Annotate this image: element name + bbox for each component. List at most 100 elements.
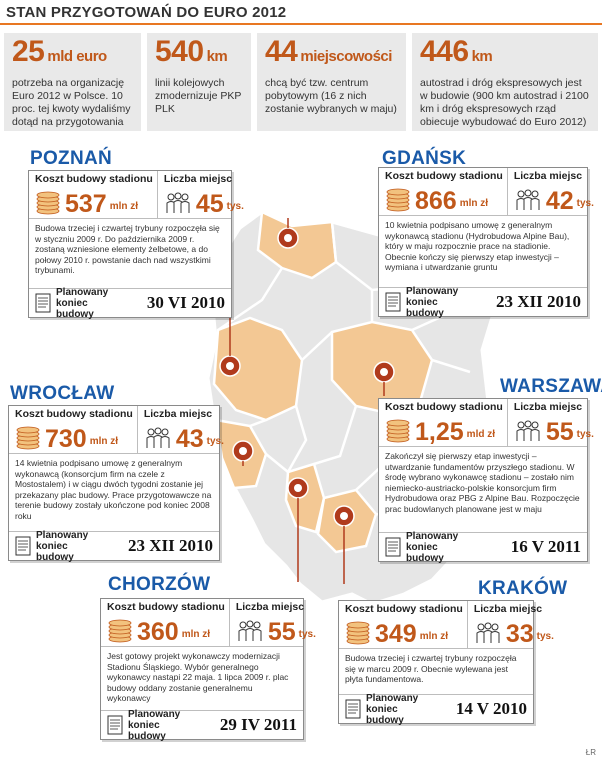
planned-date: 30 VI 2010 [146,293,225,312]
document-icon [15,536,31,556]
planned-date: 14 V 2010 [455,699,527,718]
document-icon [107,715,123,735]
planned-date: 23 XII 2010 [495,292,581,311]
cost-unit: mln zł [459,198,489,209]
card-description: Jest gotowy projekt wykonawczy moderniza… [107,651,289,703]
cost-unit: mln zł [89,436,119,447]
pin-gdansk [277,227,299,249]
stadium-card-warszawa: Koszt budowy stadionu 1,25 mld zł Liczba … [378,398,594,564]
stat-unit: mld euro [47,48,107,65]
seats-value: 42 [545,187,574,215]
stat-unit: km [471,48,493,65]
city-label-wroclaw: WROCŁAW [10,383,115,404]
seats-unit: tys. [576,429,594,440]
crowd-icon [166,192,190,213]
city-label-gdansk: GDAŃSK [382,148,467,169]
stadium-card-chorzow: Koszt budowy stadionu 360 mln zł Liczba m… [100,598,316,742]
planned-date: 16 V 2011 [510,537,581,556]
card-description: Zakończył się pierwszy etap inwestycji –… [385,451,580,514]
card-description: 10 kwietnia podpisano umowę z generalnym… [385,220,570,272]
cost-unit: mln zł [419,631,449,642]
card-description: 14 kwietnia podpisano umowę z generalnym… [15,458,212,521]
city-label-poznan: POZNAŃ [30,148,113,169]
coins-icon [36,191,60,215]
seats-value: 43 [175,425,204,453]
crowd-icon [146,427,170,448]
cost-label: Koszt budowy stadionu [385,170,503,182]
planned-date: 23 XII 2010 [127,536,213,555]
region-pomorskie [256,210,338,280]
document-icon [385,537,401,557]
stadium-card-krakow: Koszt budowy stadionu 349 mln zł Liczba m… [338,600,554,726]
stat-description: potrzeba na organizację Euro 2012 w Pols… [12,77,131,128]
coins-icon [386,419,410,443]
seats-label: Liczba miejsc [513,401,583,413]
stat-value: 25 [12,35,45,68]
seats-label: Liczba miejsc [473,603,543,615]
stat-box-roads: 446 km autostrad i dróg ekspresowych jest… [412,33,598,131]
title-rule [0,23,602,25]
city-label-chorzow: CHORZÓW [108,574,211,595]
cost-value: 537 [65,190,107,218]
crowd-icon [238,620,262,641]
cost-label: Koszt budowy stadionu [15,408,133,420]
stat-box-base-camps: 44 miejscowości chcą być tzw. centrum pob… [257,33,406,131]
seats-label: Liczba miejsc [143,408,213,420]
planned-label: Planowany koniec budowy [406,530,459,564]
seats-label: Liczba miejsc [513,170,583,182]
cost-unit: mln zł [109,201,139,212]
seats-unit: tys. [576,198,594,209]
coins-icon [346,621,370,645]
city-label-krakow: KRAKÓW [478,578,568,599]
crowd-icon [516,189,540,210]
cost-value: 1,25 [415,418,464,446]
leader-lines [229,218,385,584]
cost-label: Koszt budowy stadionu [385,401,503,413]
stat-value: 540 [155,35,204,68]
crowd-icon [476,622,500,643]
seats-unit: tys. [298,629,316,640]
pin-poznan [219,355,241,377]
seats-value: 45 [195,190,224,218]
planned-label: Planowany koniec budowy [406,285,459,319]
cost-label: Koszt budowy stadionu [35,173,153,185]
planned-label: Planowany koniec budowy [36,529,89,563]
planned-label: Planowany koniec budowy [56,286,109,320]
cost-label: Koszt budowy stadionu [107,601,225,613]
seats-value: 55 [545,418,574,446]
planned-date: 29 IV 2011 [219,715,297,734]
pin-krakow [333,505,355,527]
cost-label: Koszt budowy stadionu [345,603,463,615]
planned-label: Planowany koniec budowy [128,708,181,742]
seats-unit: tys. [536,631,554,642]
stadium-card-gdansk: Koszt budowy stadionu 866 mln zł Liczba m… [378,167,594,319]
infographic-title: STAN PRZYGOTOWAŃ DO EURO 2012 [6,4,287,21]
cost-value: 360 [137,618,179,646]
pin-warszawa [373,361,395,383]
planned-label: Planowany koniec budowy [366,692,419,726]
crowd-icon [516,420,540,441]
coins-icon [16,426,40,450]
card-description: Budowa trzeciej i czwartej trybuny rozpo… [345,653,517,684]
card-description: Budowa trzeciej i czwartej trybuny rozpo… [35,223,220,275]
cost-unit: mln zł [181,629,211,640]
cost-value: 730 [45,425,87,453]
seats-value: 55 [267,618,296,646]
seats-unit: tys. [206,436,224,447]
seats-unit: tys. [226,201,244,212]
stat-description: linii kolejowych zmodernizuje PKP PLK [155,77,242,115]
city-label-warszawa: WARSZAWA [500,376,602,397]
document-icon [345,699,361,719]
cost-value: 866 [415,187,457,215]
cost-value: 349 [375,620,417,648]
author-credit: ŁR [585,748,596,757]
stat-value: 446 [420,35,469,68]
stat-description: autostrad i dróg ekspresowych jest w bud… [420,77,589,128]
seats-label: Liczba miejsc [163,173,233,185]
document-icon [385,292,401,312]
seats-label: Liczba miejsc [235,601,305,613]
coins-icon [386,188,410,212]
stat-box-rail: 540 km linii kolejowych zmodernizuje PKP … [147,33,251,131]
stat-unit: miejscowości [300,48,392,65]
document-icon [35,293,51,313]
